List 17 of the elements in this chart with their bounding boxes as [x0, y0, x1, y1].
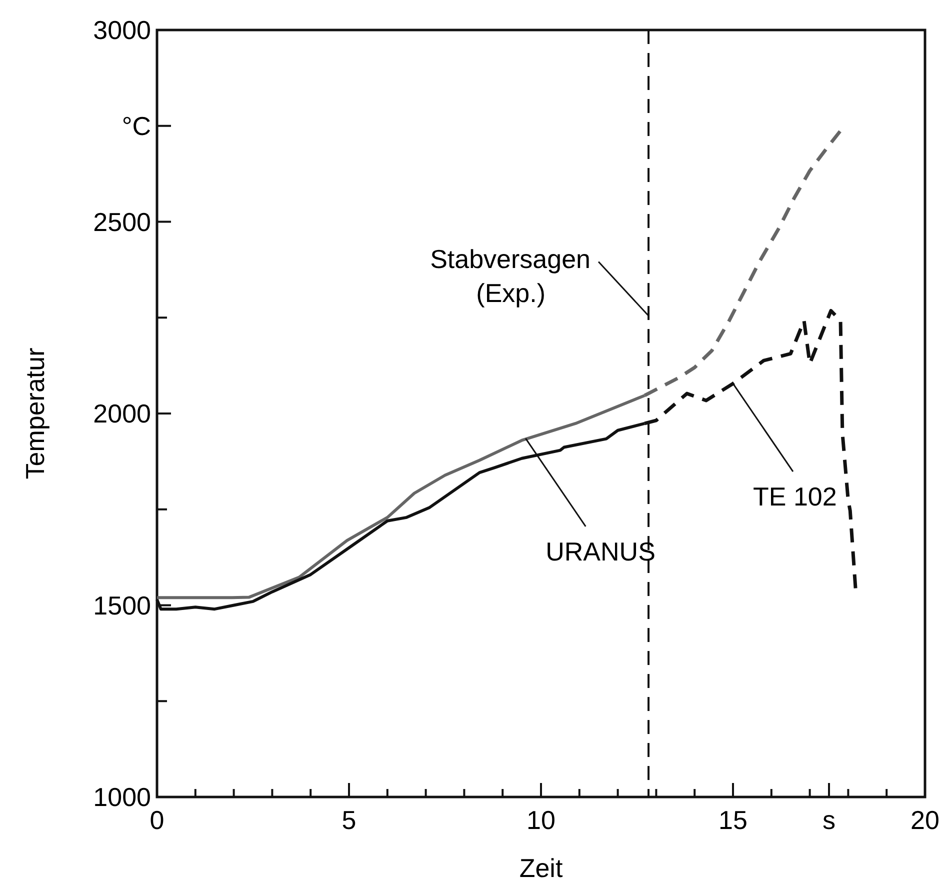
y-tick-label: 2500	[93, 206, 151, 237]
x-tick-label: 5	[342, 805, 356, 835]
x-axis-title: Zeit	[519, 853, 564, 883]
x-tick-label: 20	[910, 805, 940, 835]
y-tick-label: 2000	[93, 398, 151, 428]
y-tick-label: °C	[122, 110, 151, 141]
x-tick-label: 0	[150, 805, 164, 835]
y-tick-label: 3000	[93, 15, 151, 45]
ref-line-label: Stabversagen (Exp.)	[430, 244, 591, 308]
annotation: TE 102	[753, 482, 837, 512]
y-tick-label: 1500	[93, 590, 151, 620]
x-tick-label: s	[822, 805, 836, 835]
y-axis-title: Temperatur	[20, 347, 50, 480]
x-tick-label: 15	[718, 805, 748, 835]
y-tick-label: 1000	[93, 782, 151, 812]
annotation: URANUS	[546, 536, 656, 566]
x-tick-label: 10	[526, 805, 556, 835]
